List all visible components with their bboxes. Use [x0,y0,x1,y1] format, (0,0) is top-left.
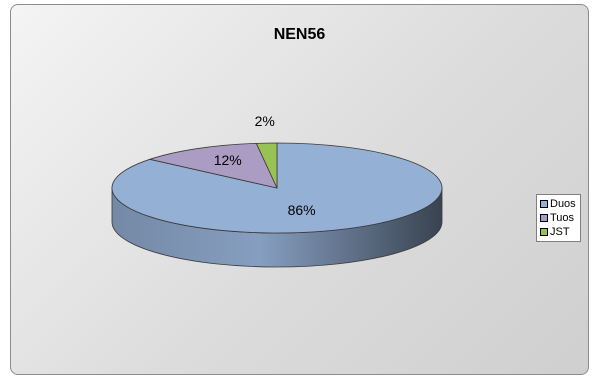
pie-slice-jst [255,142,278,189]
data-label-jst: 2% [254,113,275,129]
legend-swatch-jst [540,228,548,236]
legend: Duos Tuos JST [536,194,581,242]
legend-label: JST [550,226,570,238]
data-label-tuos: 12% [213,151,242,168]
legend-swatch-duos [540,200,548,208]
legend-item-tuos: Tuos [540,211,576,225]
legend-item-duos: Duos [540,197,576,211]
legend-item-jst: JST [540,225,576,239]
chart-title: NEN56 [273,26,326,43]
pie-chart [111,142,443,268]
pie-slice-tuos [148,142,278,189]
chart-area: NEN56 86% 12% 2% Duos Tuos JST [10,4,589,375]
data-label-duos: 86% [287,202,316,219]
legend-swatch-tuos [540,214,548,222]
legend-label: Duos [550,198,576,210]
legend-label: Tuos [550,212,575,224]
